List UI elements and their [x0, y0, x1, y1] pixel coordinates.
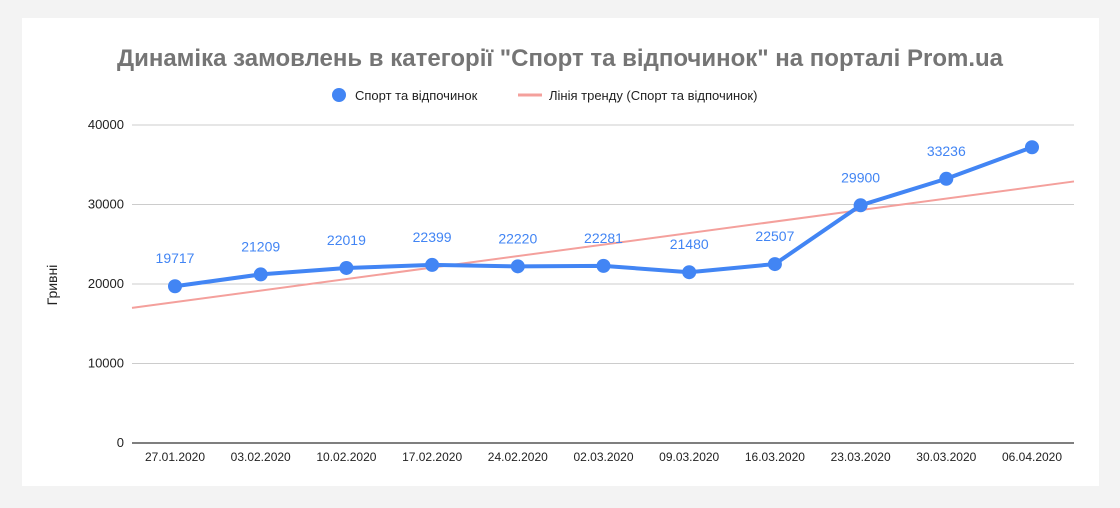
data-label: 22220 [498, 230, 537, 246]
data-point[interactable] [682, 265, 697, 280]
chart-title: Динаміка замовлень в категорії "Спорт та… [117, 45, 1004, 72]
y-tick-label: 20000 [88, 276, 124, 291]
data-label: 33236 [927, 143, 966, 159]
x-tick-label: 06.04.2020 [1002, 450, 1062, 464]
x-axis-ticks: 27.01.2020 03.02.2020 10.02.2020 17.02.2020… [145, 450, 1062, 464]
x-tick-label: 02.03.2020 [573, 450, 633, 464]
series-group [168, 140, 1039, 294]
data-label: 21480 [670, 236, 709, 252]
x-tick-label: 23.03.2020 [831, 450, 891, 464]
data-point[interactable] [596, 258, 611, 273]
y-tick-label: 30000 [88, 197, 124, 212]
data-point[interactable] [1025, 140, 1039, 155]
y-tick-label: 0 [117, 435, 124, 450]
data-labels: 19717 21209 22019 22399 22220 22281 21480 22507… [156, 143, 966, 266]
data-point[interactable] [425, 257, 440, 272]
data-point[interactable] [767, 257, 782, 272]
data-label: 29900 [841, 169, 880, 185]
data-point[interactable] [168, 279, 182, 294]
chart-svg: Динаміка замовлень в категорії "Спорт та… [44, 45, 1075, 464]
data-label: 22399 [413, 229, 452, 245]
legend: Спорт та відпочинок Лінія тренду (Спорт … [332, 88, 757, 103]
data-point[interactable] [339, 260, 354, 275]
data-label: 22019 [327, 232, 366, 248]
data-label: 19717 [156, 250, 195, 266]
y-axis-label: Гривні [44, 265, 60, 306]
y-tick-label: 40000 [88, 117, 124, 132]
x-tick-label: 09.03.2020 [659, 450, 719, 464]
trendline-group [131, 180, 1075, 309]
grid [132, 124, 1074, 444]
x-tick-label: 24.02.2020 [488, 450, 548, 464]
data-point[interactable] [853, 198, 868, 213]
x-tick-label: 16.03.2020 [745, 450, 805, 464]
data-label: 22281 [584, 230, 623, 246]
data-label: 21209 [241, 238, 280, 254]
data-point[interactable] [510, 259, 525, 274]
y-axis-ticks: 0 10000 20000 30000 40000 [88, 117, 124, 450]
data-label: 22507 [755, 228, 794, 244]
x-tick-label: 10.02.2020 [316, 450, 376, 464]
legend-series-marker [332, 88, 346, 102]
x-tick-label: 27.01.2020 [145, 450, 205, 464]
x-tick-label: 30.03.2020 [916, 450, 976, 464]
chart-card: Динаміка замовлень в категорії "Спорт та… [22, 18, 1099, 486]
x-tick-label: 03.02.2020 [231, 450, 291, 464]
y-tick-label: 10000 [88, 356, 124, 371]
data-point[interactable] [939, 171, 954, 186]
x-tick-label: 17.02.2020 [402, 450, 462, 464]
legend-trend-label: Лінія тренду (Спорт та відпочинок) [549, 88, 757, 103]
data-point[interactable] [253, 267, 268, 282]
trendline [131, 180, 1075, 309]
legend-series-label: Спорт та відпочинок [355, 88, 478, 103]
